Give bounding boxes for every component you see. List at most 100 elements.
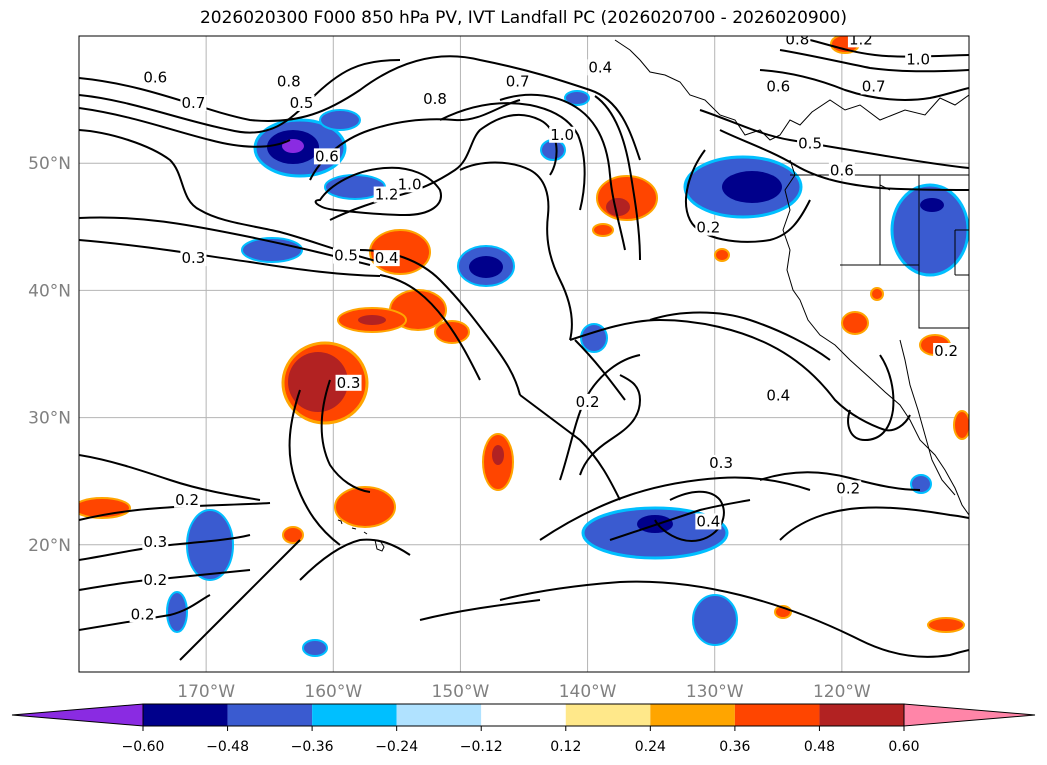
colorbar-frame <box>142 703 905 727</box>
colorbar-tick-label: −0.12 <box>460 739 503 755</box>
pos-blob-160w-33n-core <box>288 352 348 412</box>
contour-label-bg <box>129 606 156 623</box>
contour-label: 0.4 <box>766 387 790 405</box>
contour-label: 0.6 <box>830 161 854 179</box>
contour-label: 0.8 <box>785 30 809 48</box>
pos-blob-111w-29n <box>953 410 969 440</box>
contour-label: 0.7 <box>862 77 886 95</box>
contour-label: 0.2 <box>175 491 199 509</box>
neg-blob-140w-37n <box>580 323 608 353</box>
lon-tick-label: 150°W <box>432 682 490 702</box>
contour-label: 0.4 <box>696 512 720 530</box>
contour-label: 0.6 <box>766 77 790 95</box>
lon-tick-label: 130°W <box>686 682 744 702</box>
contour-label: 0.2 <box>696 219 720 237</box>
colorbar-segment <box>227 704 313 726</box>
contour-label: 0.8 <box>277 72 301 90</box>
contour-label-bg <box>835 480 862 497</box>
contour-label: 0.7 <box>181 94 205 112</box>
pos-blob-137w-47n-core <box>606 198 630 216</box>
colorbar-tick-label: 0.12 <box>550 739 581 755</box>
neg-blob-115w-25n <box>910 474 932 494</box>
longitude-tick-labels: 170°W 160°W 150°W 140°W 130°W 120°W <box>177 682 871 702</box>
neg-blob-130w-14n <box>692 594 738 646</box>
contour-label: 0.3 <box>337 374 361 392</box>
contour-label: 1.0 <box>906 51 930 69</box>
contour-label-bg <box>587 59 614 76</box>
colorbar-segment <box>396 704 482 726</box>
colorbar-tick-label: 0.36 <box>719 739 750 755</box>
colorbar: −0.60 −0.48 −0.36 −0.24 −0.12 0.12 0.24 0.36 0.4… <box>11 703 1036 755</box>
contour-label: 1.2 <box>849 30 873 48</box>
contour-label-bg <box>275 73 302 90</box>
colorbar-segment <box>819 704 904 726</box>
pos-blob-139w-44n <box>592 223 614 237</box>
pos-blob-158w-38n-core <box>358 315 386 325</box>
contour-label: 0.6 <box>315 147 339 165</box>
neg-blob-159w-12n <box>302 639 328 657</box>
lon-tick-label: 160°W <box>304 682 362 702</box>
colorbar-segment <box>650 704 735 726</box>
contour-label-bg <box>905 51 932 68</box>
contour-label-bg <box>860 78 887 95</box>
contour-label-bg <box>142 533 169 550</box>
contour-label-bg <box>549 126 576 143</box>
contour-label: 0.2 <box>934 342 958 360</box>
neg-blob-148w-42n-core <box>469 256 503 278</box>
colorbar-tick-label: 0.60 <box>888 739 919 755</box>
pos-blob-165w-20n <box>282 526 304 544</box>
contour-label-bg <box>373 186 400 203</box>
contour-label-bg <box>288 94 315 111</box>
contour-label: 0.3 <box>181 249 205 267</box>
neg-blob-166w-44n <box>241 237 303 263</box>
contour-label: 0.7 <box>506 72 530 90</box>
colorbar-segment <box>565 704 651 726</box>
contour-label: 1.0 <box>550 126 574 144</box>
contour-label-bg <box>933 343 960 359</box>
contour-labels: 0.60.70.80.50.60.80.70.41.01.21.00.5 0.40… <box>129 30 960 623</box>
contour-label: 0.2 <box>576 393 600 411</box>
contour-label-bg <box>142 571 169 588</box>
contour-label: 1.0 <box>398 175 422 193</box>
contour-label: 0.4 <box>375 249 399 267</box>
colorbar-segment <box>312 704 397 726</box>
contour-label-bg <box>180 250 207 267</box>
contour-label: 0.5 <box>334 247 358 265</box>
contour-label-bg <box>396 176 423 193</box>
map-title: 2026020300 F000 850 hPa PV, IVT Landfall… <box>199 8 847 28</box>
contour-label-bg <box>335 374 362 391</box>
map-frame <box>78 35 970 673</box>
positive-pv-shading <box>79 36 969 633</box>
contour-label-bg <box>504 73 531 90</box>
colorbar-tick-label: −0.36 <box>291 739 334 755</box>
lat-tick-label: 50°N <box>28 154 71 174</box>
pos-blob-119w-39n <box>870 287 884 301</box>
pos-blob-147w-27n-core <box>492 445 504 465</box>
contour-label-bg <box>847 36 874 48</box>
colorbar-segment <box>734 704 820 726</box>
contour-label: 0.5 <box>290 94 314 112</box>
latitude-tick-labels: 50°N 40°N 30°N 20°N <box>28 154 71 556</box>
contour-label-bg <box>422 91 448 108</box>
contour-label: 0.3 <box>709 454 733 472</box>
neg-blob-127w-49n-core <box>722 171 782 203</box>
colorbar-extend-high <box>903 703 1036 727</box>
contour-label: 1.2 <box>375 186 399 204</box>
pos-blob-153w-36n <box>434 320 470 344</box>
lat-tick-label: 40°N <box>28 281 71 301</box>
contour-label-bg <box>765 387 792 404</box>
contour-label-bg <box>574 393 601 410</box>
contour-label-bg <box>695 219 722 236</box>
pos-blob-137w-47n <box>596 175 658 221</box>
contour-label-bg <box>142 69 169 86</box>
contour-label-bg <box>333 247 359 264</box>
contour-label: 0.5 <box>798 135 822 153</box>
contour-label-bg <box>174 491 201 508</box>
colorbar-extend-low <box>11 703 144 727</box>
pos-blob-156w-23n <box>334 486 396 528</box>
lon-tick-label: 140°W <box>559 682 617 702</box>
contour-label-bg <box>765 78 792 95</box>
lat-tick-label: 30°N <box>28 409 71 429</box>
lon-tick-label: 170°W <box>177 682 235 702</box>
contour-label-bg <box>313 148 340 165</box>
